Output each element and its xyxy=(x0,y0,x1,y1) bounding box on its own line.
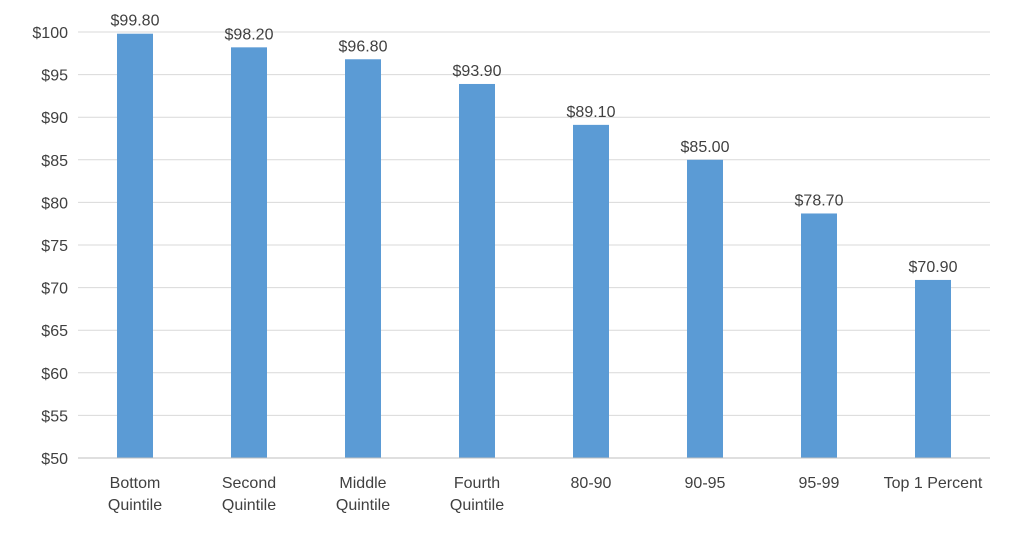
data-labels: $99.80 $98.20 $96.80 $93.90 $89.10 $85.00 $78.… xyxy=(111,13,958,276)
bar xyxy=(459,83,495,459)
bar xyxy=(345,59,381,458)
x-category-label: Top 1 Percent xyxy=(884,475,983,492)
y-tick-label: $70 xyxy=(41,281,68,298)
x-category-label: Second Quintile xyxy=(222,475,276,514)
data-label: $98.20 xyxy=(225,26,274,43)
y-tick-label: $75 xyxy=(41,238,68,255)
x-category-label: Middle Quintile xyxy=(336,475,390,514)
x-category-label: Bottom Quintile xyxy=(108,475,162,514)
x-category-label: 80-90 xyxy=(571,475,612,492)
data-label: $96.80 xyxy=(339,38,388,55)
y-tick-label: $50 xyxy=(41,451,68,468)
data-label: $89.10 xyxy=(567,104,616,121)
y-tick-label: $85 xyxy=(41,153,68,170)
y-tick-label: $100 xyxy=(32,25,68,42)
data-label: $78.70 xyxy=(795,192,844,209)
bar xyxy=(687,159,723,459)
y-tick-label: $90 xyxy=(41,110,68,127)
gridlines xyxy=(78,31,990,416)
x-category-label: Fourth Quintile xyxy=(450,475,504,514)
y-tick-label: $80 xyxy=(41,195,68,212)
bars xyxy=(117,33,951,459)
data-label: $70.90 xyxy=(909,259,958,276)
bar xyxy=(117,33,153,458)
bar xyxy=(801,213,837,458)
y-tick-label: $95 xyxy=(41,68,68,85)
bar xyxy=(231,47,267,458)
x-category-label: 95-99 xyxy=(799,475,840,492)
bar xyxy=(573,124,609,459)
data-label: $93.90 xyxy=(453,63,502,80)
y-tick-label: $55 xyxy=(41,408,68,425)
x-axis-category-labels: Bottom Quintile Second Quintile Middle Quinti… xyxy=(108,475,983,514)
bar xyxy=(915,279,951,458)
data-label: $85.00 xyxy=(681,139,730,156)
x-category-label: 90-95 xyxy=(685,475,726,492)
data-label: $99.80 xyxy=(111,13,160,30)
y-axis-tick-labels: $50 $55 $60 $65 $70 $75 $80 $85 $90 $95 $100 xyxy=(32,25,68,468)
y-tick-label: $60 xyxy=(41,366,68,383)
y-tick-label: $65 xyxy=(41,323,68,340)
